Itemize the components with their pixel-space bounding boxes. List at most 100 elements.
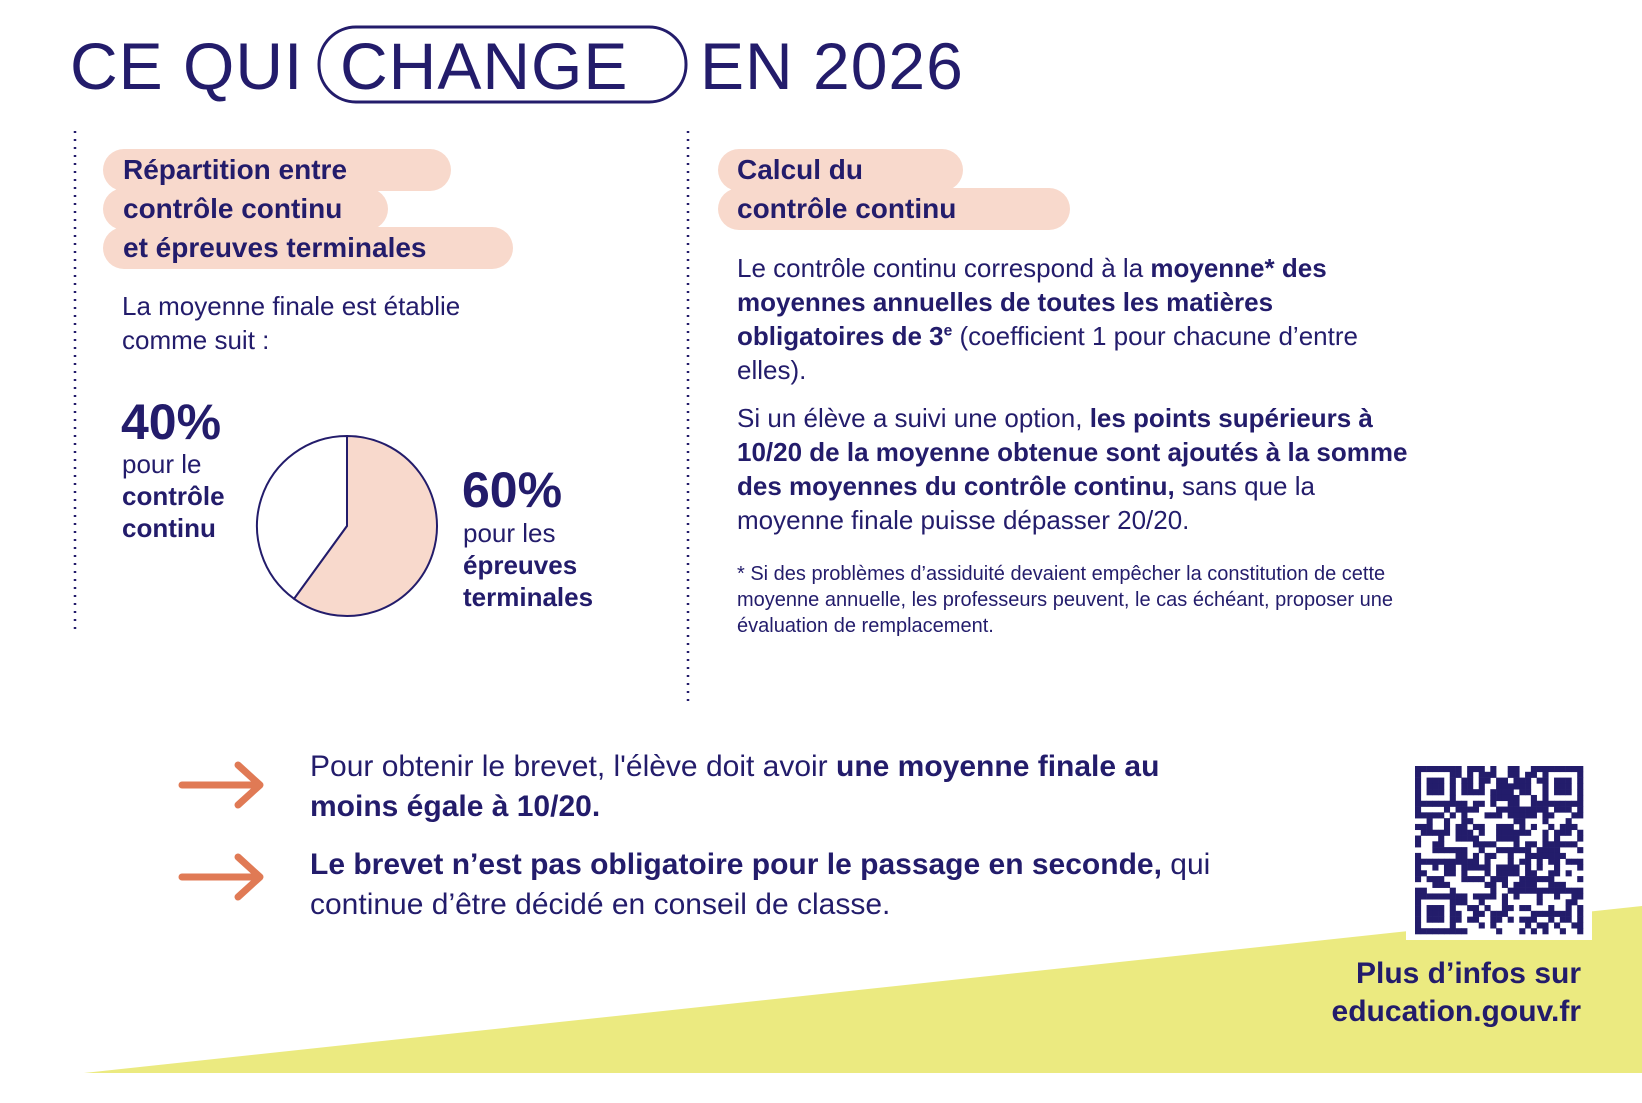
qr-cell — [1542, 847, 1549, 854]
qr-cell — [1432, 789, 1439, 796]
qr-cell — [1461, 858, 1468, 865]
qr-cell — [1559, 881, 1566, 888]
qr-cell — [1455, 823, 1462, 831]
qr-cell — [1577, 806, 1584, 813]
qr-cell — [1554, 910, 1561, 917]
qr-cell — [1467, 858, 1474, 865]
qr-cell — [1461, 864, 1468, 871]
qr-cell — [1525, 841, 1532, 848]
qr-cell — [1519, 887, 1526, 894]
qr-cell — [1577, 800, 1584, 807]
qr-cell — [1490, 766, 1497, 773]
qr-cell — [1542, 910, 1549, 917]
qr-cell — [1519, 823, 1526, 831]
qr-cell — [1490, 812, 1497, 819]
qr-cell — [1548, 800, 1555, 807]
qr-cell — [1443, 829, 1451, 836]
qr-cell — [1571, 893, 1578, 900]
qr-cell — [1438, 766, 1445, 773]
qr-cell — [1455, 893, 1462, 900]
qr-cell — [1415, 823, 1422, 831]
qr-cell — [1577, 777, 1584, 784]
heading-pill — [103, 188, 388, 230]
qr-cell — [1415, 876, 1422, 883]
qr-cell — [1525, 905, 1532, 912]
qr-cell — [1478, 823, 1485, 831]
qr-cell — [1554, 829, 1561, 836]
qr-cell — [1426, 818, 1433, 825]
qr-cell — [1501, 905, 1508, 912]
qr-cell — [1536, 899, 1543, 906]
qr-cell — [1513, 864, 1520, 871]
qr-cell — [1571, 766, 1578, 773]
qr-cell — [1577, 876, 1584, 883]
qr-cell — [1484, 864, 1491, 871]
qr-cell — [1461, 777, 1468, 784]
swoosh — [84, 906, 1642, 1073]
qr-cell — [1415, 766, 1422, 773]
qr-cell — [1565, 829, 1572, 836]
qr-cell — [1536, 910, 1543, 917]
qr-cell — [1496, 823, 1503, 831]
qr-cell — [1559, 789, 1566, 796]
qr-cell — [1525, 812, 1532, 819]
qr-cell — [1565, 870, 1572, 877]
qr-cell — [1438, 928, 1445, 935]
qr-cell — [1513, 870, 1520, 877]
qr-cell — [1426, 789, 1433, 796]
qr-cell — [1484, 852, 1491, 859]
qr-cell — [1420, 766, 1427, 773]
qr-cell — [1559, 800, 1566, 807]
qr-cell — [1565, 800, 1572, 807]
paragraph: Si un élève a suivi une option, les poin… — [737, 401, 1422, 537]
qr-cell — [1443, 766, 1451, 773]
footnote: * Si des problèmes d’assiduité devaient … — [737, 563, 1393, 637]
qr-cell — [1484, 771, 1491, 778]
qr-cell — [1565, 887, 1572, 894]
qr-cell — [1426, 893, 1433, 900]
qr-cell — [1577, 922, 1584, 929]
qr-cell — [1415, 887, 1422, 894]
qr-cell — [1577, 858, 1584, 865]
text-segment: Le brevet n’est pas obligatoire pour le … — [310, 848, 1162, 881]
qr-cell — [1438, 910, 1445, 917]
qr-cell — [1426, 823, 1433, 831]
qr-cell — [1478, 800, 1485, 807]
qr-cell — [1525, 789, 1532, 796]
qr-cell — [1507, 887, 1514, 894]
qr-cell — [1496, 847, 1503, 854]
qr-cell — [1542, 818, 1549, 825]
pie-slice — [292, 434, 438, 617]
intro: La moyenne finale est établie comme suit… — [122, 291, 461, 355]
qr-cell — [1519, 777, 1526, 784]
qr-cell — [1449, 789, 1456, 796]
qr-cell — [1420, 887, 1427, 894]
qr-cell — [1490, 876, 1497, 883]
qr-cell — [1478, 876, 1485, 883]
qr-cell — [1432, 876, 1439, 883]
title-pill — [317, 25, 688, 104]
qr-cell — [1548, 852, 1555, 859]
qr-cell — [1472, 766, 1480, 773]
qr-cell — [1501, 910, 1508, 917]
qr-cell — [1554, 864, 1561, 871]
qr-cell — [1490, 771, 1497, 778]
qr-cell — [1525, 783, 1532, 790]
qr-cell — [1484, 777, 1491, 784]
qr-cell — [1461, 928, 1468, 935]
qr-cell — [1438, 916, 1445, 923]
qr-cell — [1432, 893, 1439, 900]
qr-cell — [1513, 829, 1520, 836]
qr-cell — [1472, 835, 1480, 842]
qr-cell — [1530, 887, 1537, 894]
qr-cell — [1415, 789, 1422, 796]
qr-cell — [1415, 899, 1422, 906]
qr-cell — [1530, 910, 1537, 917]
qr-cell — [1565, 818, 1572, 825]
qr-cell — [1519, 881, 1526, 888]
qr-cell — [1415, 777, 1422, 784]
qr-cell — [1449, 922, 1456, 929]
qr-cell — [1449, 800, 1456, 807]
right-heading: contrôle continu — [737, 193, 957, 224]
qr-cell — [1415, 864, 1422, 871]
